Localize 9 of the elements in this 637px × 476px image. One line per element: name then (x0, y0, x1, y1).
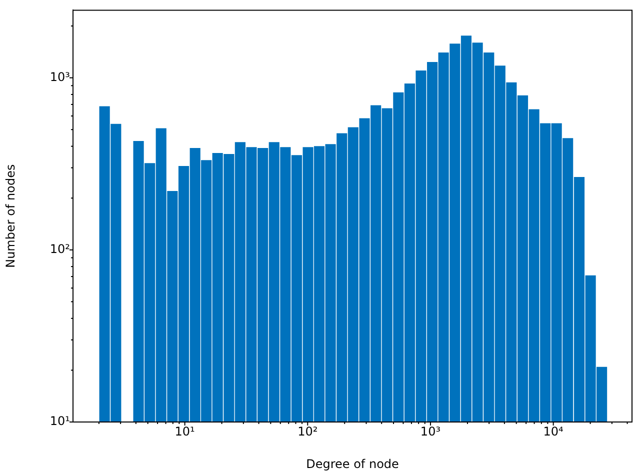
y-axis-title: Number of nodes (3, 164, 18, 268)
x-tick-label: 10² (298, 424, 318, 438)
x-tick-label: 10³ (420, 424, 441, 438)
x-tick-label: 10¹ (174, 424, 196, 438)
y-tick-label: 10² (50, 242, 70, 256)
y-tick-label: 10³ (50, 70, 70, 84)
x-axis-title: Degree of node (306, 456, 399, 471)
x-tick-label: 10⁴ (543, 424, 564, 438)
y-tick-label: 10¹ (50, 414, 70, 428)
